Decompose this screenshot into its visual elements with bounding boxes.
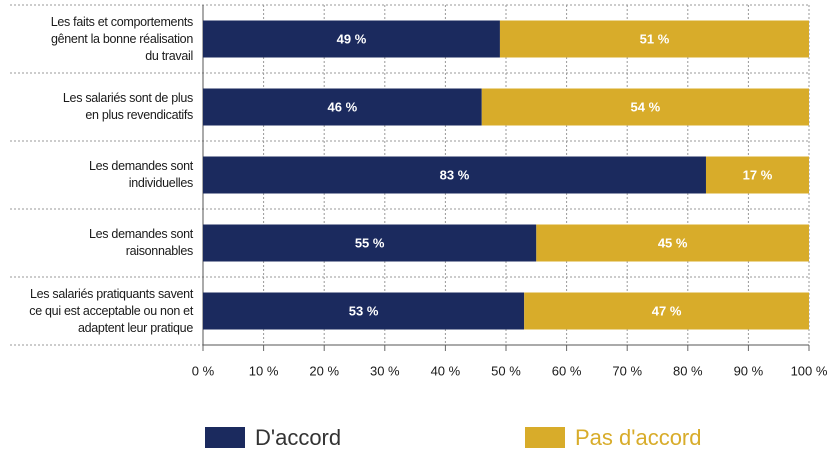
category-text: Les salariés pratiquants savent ce qui e… bbox=[29, 286, 193, 335]
bar-segment bbox=[203, 224, 537, 262]
category-label: Les salariés pratiquants savent ce qui e… bbox=[0, 277, 193, 345]
bar-segment bbox=[203, 292, 525, 330]
value-label: 55 % bbox=[355, 235, 385, 250]
bar-segment bbox=[524, 292, 809, 330]
category-text: Les demandes sont individuelles bbox=[88, 159, 193, 190]
value-label: 46 % bbox=[328, 99, 358, 114]
value-label: 47 % bbox=[652, 303, 682, 318]
value-label: 83 % bbox=[440, 167, 470, 182]
value-label: 54 % bbox=[631, 99, 661, 114]
bar-segment bbox=[203, 156, 706, 194]
legend-swatch bbox=[525, 427, 565, 448]
value-label: 45 % bbox=[658, 235, 688, 250]
x-tick-label: 60 % bbox=[552, 363, 582, 378]
bar-segment bbox=[705, 156, 809, 194]
category-label: Les demandes sont raisonnables bbox=[0, 209, 193, 277]
value-label: 17 % bbox=[743, 167, 773, 182]
value-label: 53 % bbox=[349, 303, 379, 318]
category-text: Les faits et comportements gênent la bon… bbox=[50, 14, 194, 63]
bar-segment bbox=[203, 88, 482, 126]
bar-segment bbox=[536, 224, 809, 262]
bar-segment bbox=[203, 20, 500, 58]
category-text: Les salariés sont de plus en plus revend… bbox=[62, 91, 193, 122]
value-label: 49 % bbox=[337, 31, 367, 46]
legend-label: Pas d'accord bbox=[575, 425, 702, 450]
category-label: Les demandes sont individuelles bbox=[0, 141, 193, 209]
x-tick-label: 80 % bbox=[673, 363, 703, 378]
x-tick-label: 20 % bbox=[309, 363, 339, 378]
legend-swatch bbox=[205, 427, 245, 448]
category-text: Les demandes sont raisonnables bbox=[88, 227, 193, 258]
category-label: Les salariés sont de plus en plus revend… bbox=[0, 73, 193, 141]
value-label: 51 % bbox=[640, 31, 670, 46]
bar-segment bbox=[499, 20, 809, 58]
x-tick-label: 30 % bbox=[370, 363, 400, 378]
x-tick-label: 90 % bbox=[734, 363, 764, 378]
x-tick-label: 10 % bbox=[249, 363, 279, 378]
x-tick-label: 40 % bbox=[431, 363, 461, 378]
category-label: Les faits et comportements gênent la bon… bbox=[0, 5, 194, 73]
x-tick-label: 100 % bbox=[791, 363, 828, 378]
bar-segment bbox=[481, 88, 809, 126]
x-tick-label: 0 % bbox=[192, 363, 215, 378]
x-tick-label: 50 % bbox=[491, 363, 521, 378]
legend-label: D'accord bbox=[255, 425, 341, 450]
x-tick-label: 70 % bbox=[612, 363, 642, 378]
